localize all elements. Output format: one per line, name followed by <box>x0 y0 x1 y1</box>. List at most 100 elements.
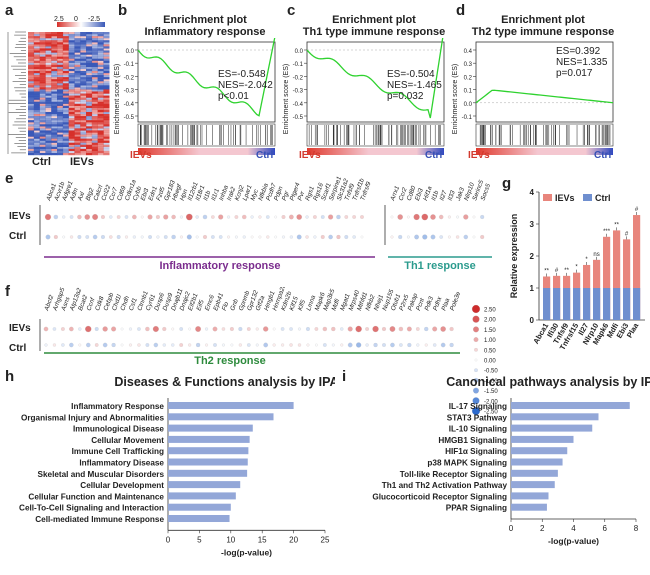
heatmap-cell <box>80 87 87 90</box>
heatmap-cell <box>74 77 81 80</box>
gene-label: Jak3 <box>455 186 467 202</box>
expression-dot <box>274 215 277 219</box>
heatmap-cell <box>28 70 35 74</box>
heatmap-cell <box>103 140 110 143</box>
gsea-pvalue: p=0.017 <box>556 68 593 79</box>
gene-label: Pvr <box>297 190 307 202</box>
heatmap-cell <box>33 91 40 94</box>
heatmap-cell <box>57 81 64 84</box>
expression-dot <box>407 215 410 219</box>
heatmap-cell <box>91 36 98 39</box>
heatmap-cell <box>51 142 58 145</box>
heatmap-cell <box>103 62 110 65</box>
heatmap-cell <box>62 95 69 98</box>
panel-letter-i: i <box>342 368 347 385</box>
ipa-category-label: HIF1α Signaling <box>445 447 507 456</box>
bar-ctrl <box>543 288 551 320</box>
heatmap-cell <box>45 68 52 72</box>
heatmap-cell <box>45 101 52 104</box>
bar-ievs <box>603 236 611 320</box>
scale-label: 2.00 <box>484 318 496 324</box>
heatmap-cell <box>39 62 46 65</box>
heatmap-cell <box>74 89 81 92</box>
panel-letter-e: e <box>5 170 14 187</box>
heatmap-cell <box>28 122 35 125</box>
heatmap-cell <box>91 38 98 41</box>
scale-dot <box>473 387 479 394</box>
heatmap-cell <box>86 89 93 92</box>
gsea-title-line2: Inflammatory response <box>144 26 266 38</box>
heatmap-cell <box>33 50 40 53</box>
heatmap-cell <box>97 124 104 127</box>
expression-dot <box>179 343 184 347</box>
heatmap-cell <box>39 89 46 92</box>
heatmap-cell <box>103 38 110 41</box>
heatmap-cell <box>80 83 87 86</box>
expression-dot <box>439 214 444 220</box>
heatmap-cell <box>51 66 58 70</box>
ipa-xaxis-label: -log(p-value) <box>548 536 599 546</box>
scale-dot <box>471 304 481 314</box>
heatmap-cell <box>86 140 93 143</box>
expression-dot <box>78 343 82 347</box>
expression-dot <box>373 342 378 348</box>
heatmap-cell <box>86 91 93 94</box>
expression-dot <box>344 215 349 219</box>
heatmap-cell <box>33 93 40 96</box>
expression-dot <box>171 214 176 220</box>
expression-dot <box>246 327 251 331</box>
heatmap-cell <box>86 56 93 59</box>
expression-dot <box>296 234 302 240</box>
expression-dot <box>62 215 66 219</box>
heatmap-cell <box>51 38 58 41</box>
heatmap-cell <box>39 77 46 80</box>
expression-dot <box>313 215 317 219</box>
heatmap-cell <box>80 77 87 80</box>
heatmap-cell <box>28 34 35 37</box>
heatmap-cell <box>39 75 46 78</box>
heatmap-cell <box>80 44 87 47</box>
heatmap-cell <box>57 32 64 35</box>
heatmap-cell <box>62 46 69 49</box>
heatmap-cell <box>91 56 98 59</box>
gsea-title-line1: Enrichment plot <box>332 14 416 26</box>
heatmap-cell <box>91 54 98 57</box>
heatmap-cell <box>97 134 104 137</box>
expression-dot <box>352 235 356 239</box>
heatmap-cell <box>97 34 104 37</box>
heatmap-cell <box>80 70 87 74</box>
heatmap-cell <box>33 107 40 111</box>
panel-e: Abca1 Acvr1b Adgre1 Adm Axl Btg2 Calcrl Ccl22 Cc… <box>0 175 500 285</box>
heatmap-cell <box>28 46 35 49</box>
expression-dot <box>69 235 74 239</box>
heatmap-cell <box>45 62 52 65</box>
heatmap-cell <box>45 140 52 143</box>
heatmap-cell <box>57 60 64 63</box>
expression-dot <box>111 326 117 332</box>
heatmap-cell <box>51 58 58 61</box>
significance-label: ** <box>614 222 619 228</box>
expression-dot <box>202 214 208 220</box>
gene-label: Fzd5 <box>155 186 167 202</box>
gene-label: Axl <box>76 191 86 203</box>
expression-dot <box>128 343 133 347</box>
heatmap-cell <box>45 107 52 111</box>
ipa-bar <box>168 424 253 432</box>
heatmap-cell <box>68 64 75 68</box>
heatmap-cell <box>28 107 35 111</box>
gsea-title-line2: Th1 type immune response <box>302 26 446 38</box>
heatmap-cell <box>80 36 87 39</box>
expression-dot <box>100 235 105 239</box>
gsea-yaxis-label: Enrichment score (ES) <box>114 64 121 134</box>
expression-dot <box>472 215 476 219</box>
gsea-stats: ES=-0.504 NES=-1.465 p=0.032 <box>387 69 442 102</box>
expression-dot <box>212 326 218 332</box>
heatmap-cell <box>33 103 40 106</box>
heatmap-cell <box>74 134 81 137</box>
heatmap-cell <box>103 50 110 53</box>
panel-letter-c: c <box>287 2 296 19</box>
heatmap-cell <box>68 140 75 143</box>
heatmap-cell <box>74 38 81 41</box>
expression-dot <box>102 326 108 332</box>
heatmap-cell <box>80 85 87 88</box>
